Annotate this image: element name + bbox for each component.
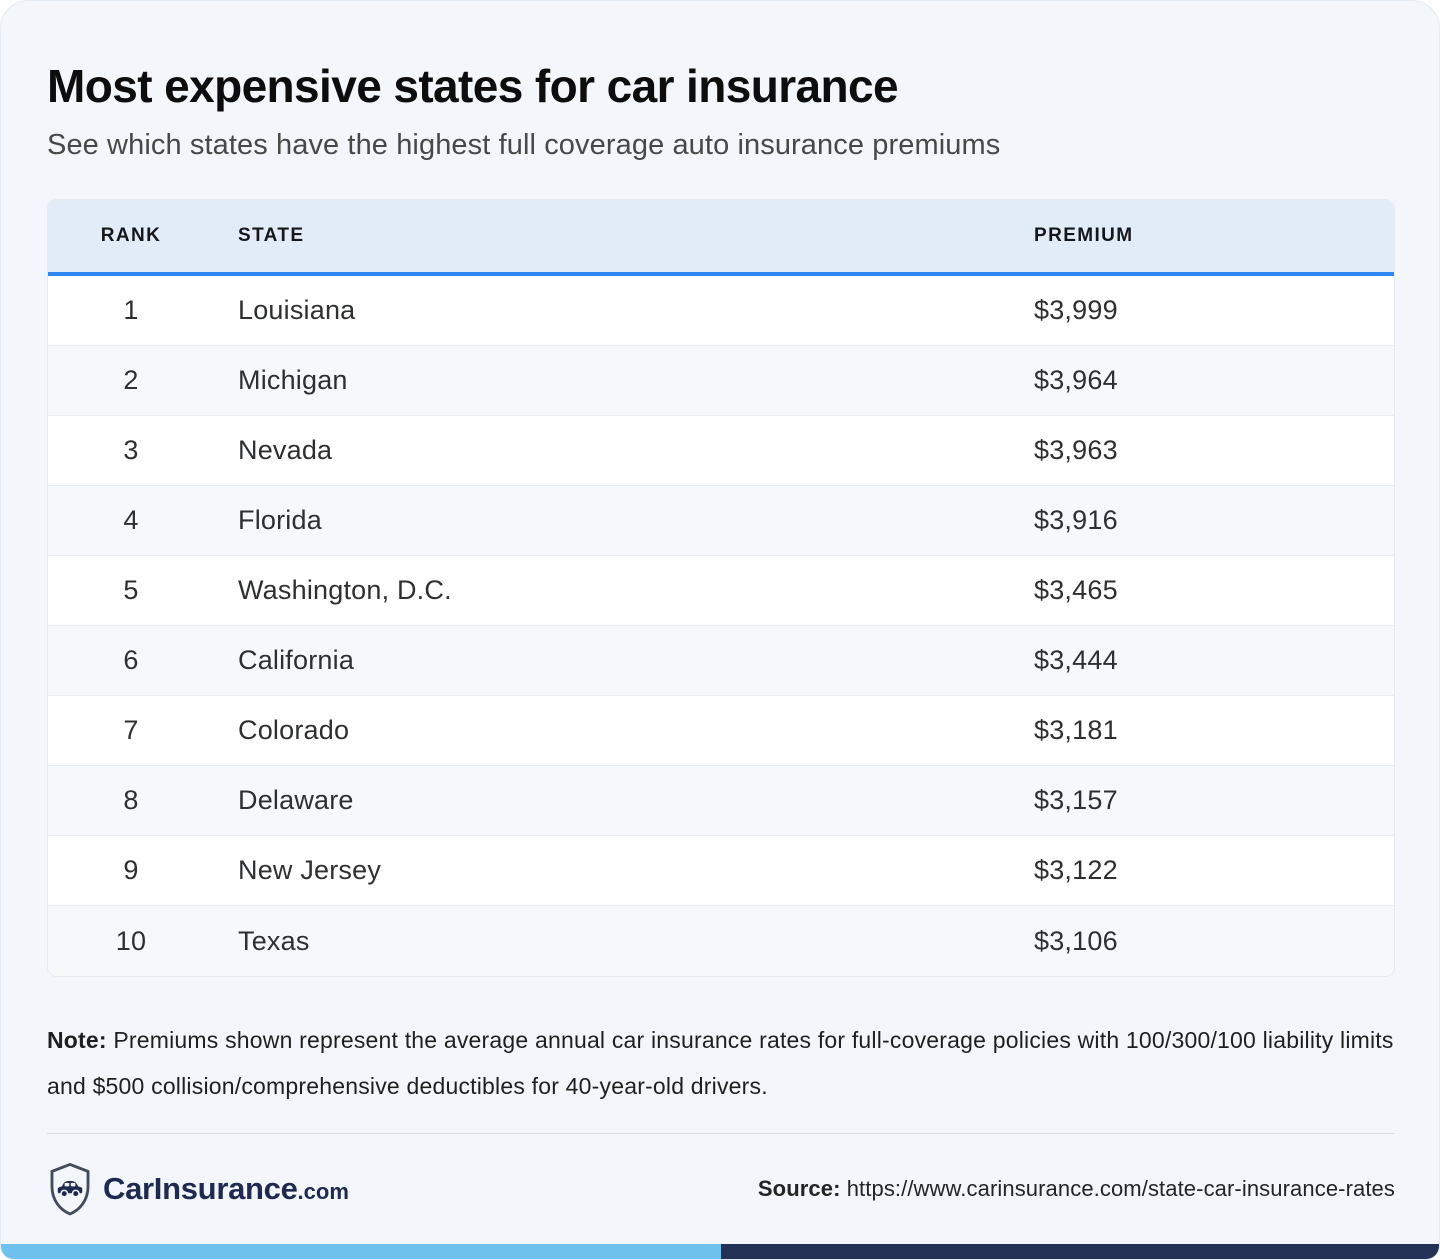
premium-cell: $3,964 (1034, 365, 1118, 396)
table-row: 1 Louisiana $3,999 (48, 276, 1394, 347)
premium-cell: $3,916 (1034, 505, 1118, 536)
brand-name: CarInsurance (103, 1171, 298, 1207)
note-text: Note: Premiums shown represent the avera… (47, 1017, 1395, 1109)
table-row: 9 New Jersey $3,122 (48, 836, 1394, 907)
source-text: Source: https://www.carinsurance.com/sta… (758, 1176, 1395, 1202)
premium-cell: $3,122 (1034, 855, 1118, 886)
state-cell: Colorado (238, 715, 350, 746)
state-cell: Nevada (238, 435, 333, 466)
note-label: Note: (47, 1027, 107, 1054)
brand-suffix: .com (297, 1179, 349, 1205)
rank-cell: 3 (123, 435, 139, 466)
column-header-state: STATE (238, 225, 305, 247)
premium-cell: $3,181 (1034, 715, 1118, 746)
premium-cell: $3,157 (1034, 785, 1118, 816)
bottom-bar-light-segment (1, 1244, 721, 1259)
table-row: 10 Texas $3,106 (48, 906, 1394, 977)
state-cell: Florida (238, 505, 322, 536)
column-header-rank: RANK (100, 225, 162, 247)
table-row: 6 California $3,444 (48, 626, 1394, 697)
brand-logo: CarInsurance .com (47, 1161, 349, 1217)
rank-cell: 6 (123, 645, 139, 676)
state-cell: Michigan (238, 365, 348, 396)
rank-cell: 2 (123, 365, 139, 396)
footer-divider (47, 1133, 1395, 1135)
source-url: https://www.carinsurance.com/state-car-i… (846, 1176, 1395, 1202)
source-label: Source: (757, 1176, 841, 1202)
footer: CarInsurance .com Source: https://www.car… (47, 1160, 1395, 1218)
rank-cell: 4 (123, 505, 139, 536)
premium-cell: $3,963 (1034, 435, 1118, 466)
bottom-bar-dark-segment (721, 1244, 1439, 1259)
table-body: 1 Louisiana $3,999 2 Michigan $3,964 3 N… (48, 276, 1394, 977)
note-body: Premiums shown represent the average ann… (47, 1027, 1394, 1100)
table-row: 8 Delaware $3,157 (48, 766, 1394, 837)
table-row: 4 Florida $3,916 (48, 486, 1394, 557)
table-row: 3 Nevada $3,963 (48, 416, 1394, 487)
table-row: 7 Colorado $3,181 (48, 696, 1394, 767)
shield-car-icon (50, 1163, 90, 1216)
premium-cell: $3,444 (1034, 645, 1118, 676)
state-cell: Delaware (238, 785, 354, 816)
table-row: 5 Washington, D.C. $3,465 (48, 556, 1394, 627)
rank-cell: 9 (123, 855, 139, 886)
page-subtitle: See which states have the highest full c… (47, 129, 1001, 162)
rank-cell: 10 (115, 925, 147, 956)
state-cell: Texas (238, 925, 310, 956)
rank-cell: 7 (123, 715, 139, 746)
rank-cell: 8 (123, 785, 139, 816)
state-cell: New Jersey (238, 855, 382, 886)
bottom-accent-bar (1, 1244, 1439, 1259)
premium-cell: $3,106 (1034, 925, 1118, 956)
premium-cell: $3,465 (1034, 575, 1118, 606)
state-cell: Louisiana (238, 295, 356, 326)
state-cell: Washington, D.C. (238, 575, 452, 606)
rates-table: RANK STATE PREMIUM 1 Louisiana $3,999 2 … (47, 199, 1395, 978)
page-title: Most expensive states for car insurance (47, 60, 899, 112)
table-row: 2 Michigan $3,964 (48, 346, 1394, 417)
premium-cell: $3,999 (1034, 295, 1118, 326)
state-cell: California (238, 645, 355, 676)
rank-cell: 5 (123, 575, 139, 606)
table-header: RANK STATE PREMIUM (48, 200, 1394, 277)
rank-cell: 1 (123, 295, 139, 326)
column-header-premium: PREMIUM (1034, 225, 1134, 247)
